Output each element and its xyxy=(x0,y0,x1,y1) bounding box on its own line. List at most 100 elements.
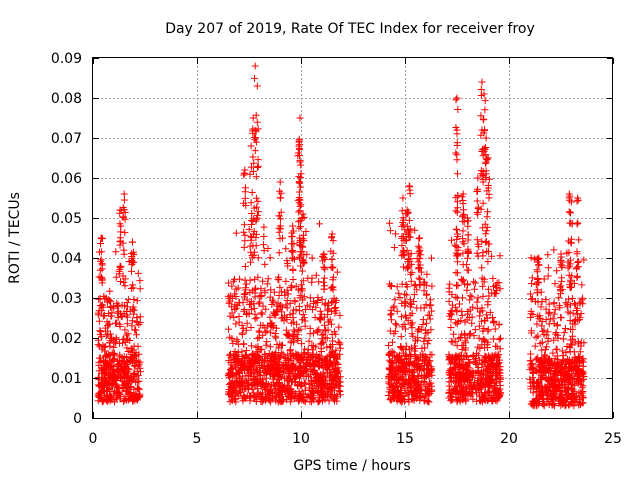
data-point xyxy=(449,301,456,309)
data-point xyxy=(542,296,550,304)
data-point xyxy=(255,327,263,335)
y-tick-label: 0.03 xyxy=(51,291,82,307)
data-point xyxy=(391,376,398,384)
data-point xyxy=(403,246,411,254)
data-point xyxy=(495,350,503,358)
data-point xyxy=(283,304,291,312)
data-point xyxy=(282,277,290,285)
data-point xyxy=(238,353,246,360)
data-point xyxy=(270,288,278,296)
data-point xyxy=(108,394,115,402)
data-point xyxy=(117,228,125,236)
data-point xyxy=(553,372,561,379)
data-point xyxy=(411,392,418,400)
data-point xyxy=(247,324,255,331)
data-point xyxy=(552,330,560,338)
data-point xyxy=(323,365,331,373)
data-point xyxy=(428,282,436,290)
data-point xyxy=(401,298,409,306)
data-point xyxy=(232,293,240,300)
data-point xyxy=(460,218,468,226)
data-point xyxy=(313,356,321,364)
data-point xyxy=(397,396,405,404)
data-point xyxy=(488,360,496,368)
data-point xyxy=(397,344,405,352)
data-point xyxy=(390,388,398,396)
data-point xyxy=(535,261,543,269)
data-point xyxy=(464,310,472,318)
data-point xyxy=(235,318,243,326)
data-point xyxy=(484,182,492,189)
data-point xyxy=(94,311,102,319)
data-point xyxy=(112,273,120,281)
data-point xyxy=(110,375,118,383)
data-point xyxy=(560,329,568,337)
data-point xyxy=(134,384,142,392)
data-point xyxy=(307,391,315,399)
data-point xyxy=(254,208,262,216)
y-tick-label: 0.01 xyxy=(51,371,82,387)
y-tick-label: 0.04 xyxy=(51,251,82,267)
data-point xyxy=(281,291,289,299)
data-point xyxy=(549,349,557,357)
data-point xyxy=(99,301,106,309)
data-point xyxy=(446,354,454,361)
data-point xyxy=(544,251,552,259)
data-point xyxy=(126,337,134,344)
data-point xyxy=(541,368,549,376)
data-point xyxy=(416,255,424,263)
data-point xyxy=(316,220,323,228)
data-point xyxy=(225,325,232,333)
data-point xyxy=(243,296,251,304)
data-point xyxy=(299,296,307,304)
data-point xyxy=(427,363,435,371)
data-point xyxy=(539,360,547,367)
data-point xyxy=(403,291,411,299)
data-point xyxy=(415,360,423,367)
data-point xyxy=(402,281,410,288)
data-point xyxy=(420,366,428,374)
data-point xyxy=(483,311,491,319)
data-point xyxy=(258,345,266,353)
data-point xyxy=(240,228,248,236)
data-point xyxy=(452,96,460,104)
data-point xyxy=(566,317,574,324)
data-point xyxy=(453,308,461,316)
data-point xyxy=(282,326,290,334)
data-point xyxy=(567,238,575,246)
data-point xyxy=(287,355,295,363)
data-point xyxy=(97,240,104,247)
data-point xyxy=(277,349,285,357)
data-point xyxy=(454,192,462,200)
data-point xyxy=(465,356,473,363)
data-point xyxy=(263,280,271,288)
data-point xyxy=(453,320,461,328)
data-point xyxy=(302,379,310,387)
data-point xyxy=(254,162,262,170)
data-point xyxy=(408,269,416,277)
data-point xyxy=(454,258,461,266)
data-point xyxy=(572,362,580,370)
data-point xyxy=(487,391,495,399)
data-point xyxy=(485,194,493,202)
data-point xyxy=(225,299,233,307)
data-point xyxy=(241,263,249,270)
data-point xyxy=(574,379,582,387)
data-point xyxy=(398,362,406,370)
data-point xyxy=(264,275,272,283)
data-point xyxy=(496,345,504,353)
data-point xyxy=(336,344,344,352)
data-point xyxy=(448,311,455,319)
data-point xyxy=(397,374,405,382)
data-point xyxy=(308,254,316,262)
data-point xyxy=(480,370,487,378)
data-point xyxy=(558,263,566,271)
data-point xyxy=(276,235,284,243)
data-point xyxy=(426,357,434,365)
data-point xyxy=(256,372,264,380)
data-point xyxy=(479,282,487,290)
data-point xyxy=(561,379,569,387)
data-point xyxy=(136,285,144,293)
data-point xyxy=(259,277,267,285)
x-tick-label: 15 xyxy=(396,431,414,447)
